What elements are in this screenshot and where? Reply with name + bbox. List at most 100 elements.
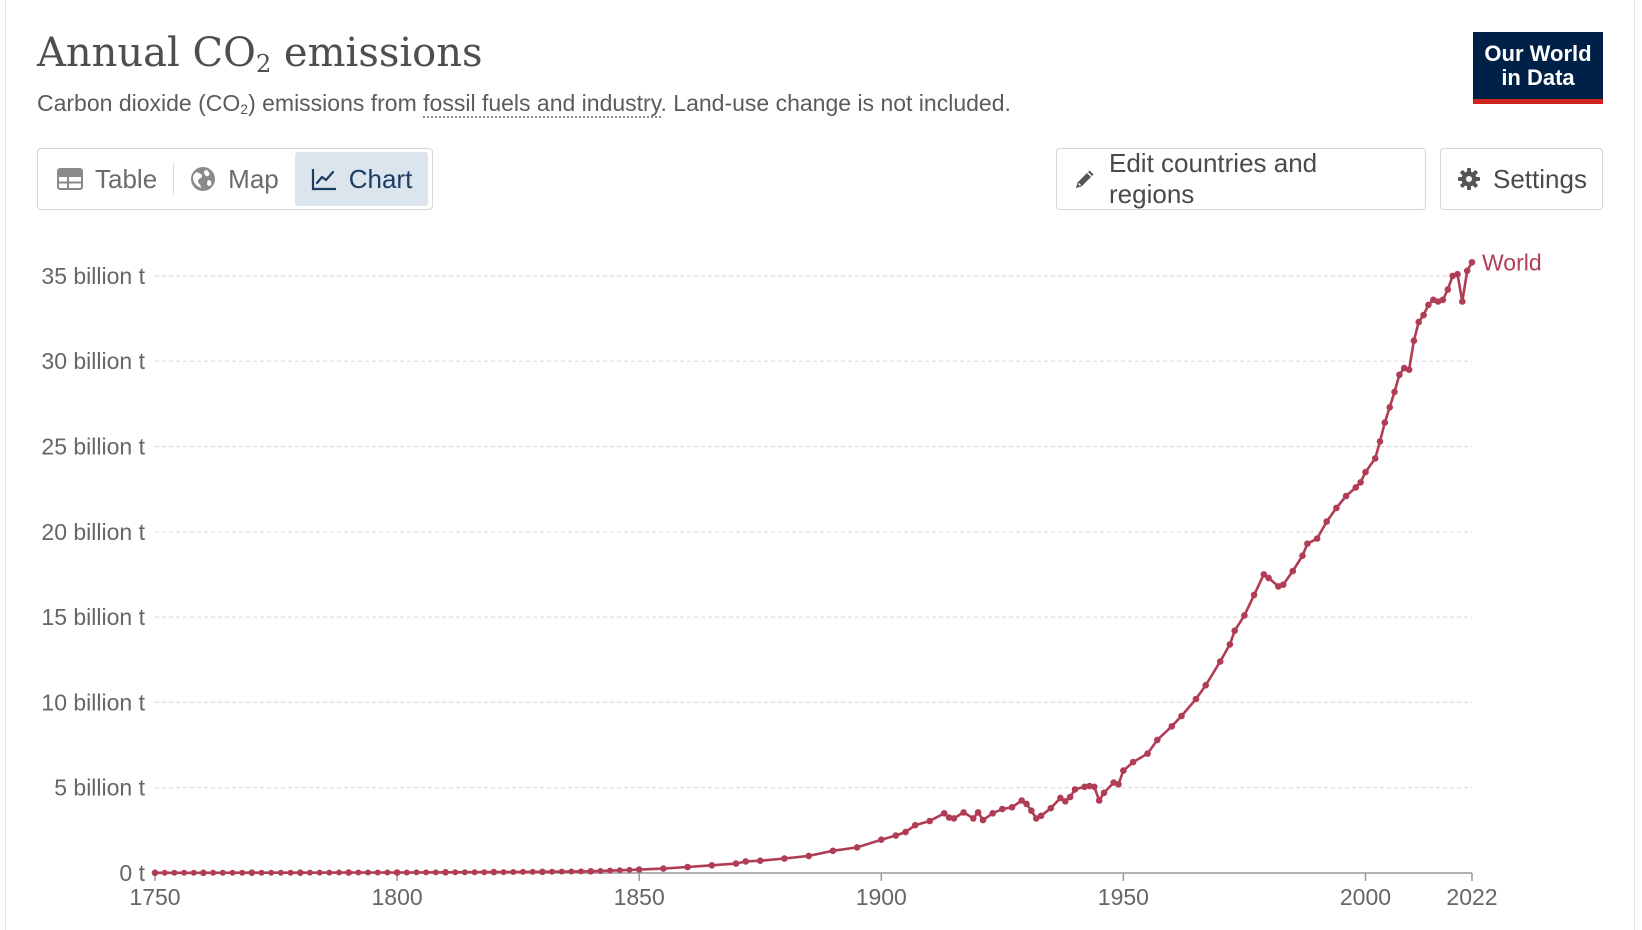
data-point — [1144, 750, 1151, 757]
data-point — [940, 810, 948, 817]
data-point — [365, 869, 371, 876]
data-point — [355, 869, 362, 876]
page-title: Annual CO2 emissions — [37, 30, 483, 78]
y-tick-label: 25 billion t — [41, 434, 145, 460]
data-point — [1018, 797, 1025, 804]
data-point — [1463, 267, 1471, 275]
data-point — [974, 809, 982, 816]
data-point — [190, 869, 197, 876]
owid-logo[interactable]: Our World in Data — [1473, 32, 1603, 104]
data-point — [1405, 366, 1413, 373]
data-point — [539, 868, 546, 875]
data-point — [1376, 438, 1384, 445]
data-point — [181, 869, 188, 876]
y-tick-label: 35 billion t — [41, 263, 145, 289]
series-label-world: World — [1482, 249, 1542, 275]
data-point — [403, 869, 410, 876]
globe-icon — [191, 167, 216, 191]
data-point — [989, 810, 996, 817]
data-point — [1396, 371, 1403, 379]
data-point — [587, 868, 594, 875]
data-point — [950, 815, 958, 822]
data-point — [1454, 270, 1461, 278]
data-point — [1410, 337, 1418, 344]
data-point — [258, 869, 265, 876]
data-point — [1037, 812, 1045, 820]
data-point — [1032, 815, 1040, 822]
y-axis: 0 t 5 billion t 10 billion t 15 billion t 20… — [41, 263, 145, 886]
data-point — [829, 847, 837, 855]
series-world[interactable]: World — [151, 249, 1542, 877]
data-point — [597, 868, 604, 874]
data-point — [239, 869, 246, 876]
data-point — [1081, 783, 1088, 791]
data-point — [1439, 296, 1447, 304]
tab-chart[interactable]: Chart — [294, 152, 429, 206]
data-point — [979, 816, 987, 824]
data-point — [1352, 484, 1360, 491]
data-point — [1250, 591, 1258, 599]
data-point — [1192, 695, 1200, 703]
data-point — [549, 868, 555, 875]
data-point — [1023, 800, 1030, 808]
tab-separator — [173, 163, 175, 195]
data-point — [635, 866, 643, 873]
data-point — [171, 869, 178, 876]
data-point — [568, 868, 575, 875]
data-point — [297, 869, 304, 876]
data-point — [911, 821, 919, 829]
data-point — [970, 815, 977, 822]
data-point — [1371, 455, 1379, 462]
data-point — [708, 862, 716, 869]
data-point — [268, 869, 275, 876]
y-tick-label: 0 t — [119, 860, 145, 886]
data-point — [1323, 518, 1330, 525]
y-tick-label: 10 billion t — [41, 689, 145, 715]
data-point — [1459, 298, 1466, 305]
x-tick-label: 1850 — [614, 884, 665, 910]
fossil-fuels-link[interactable]: fossil fuels and industry — [423, 90, 661, 118]
table-icon — [57, 168, 83, 190]
data-point — [326, 869, 333, 876]
data-point — [413, 869, 420, 876]
data-point — [1066, 793, 1074, 801]
data-point — [960, 809, 967, 816]
data-point — [1420, 311, 1427, 319]
y-tick-label: 15 billion t — [41, 604, 145, 630]
data-point — [1057, 794, 1064, 802]
data-point — [660, 865, 667, 872]
view-tabs: Table Map Chart — [37, 148, 433, 210]
data-point — [558, 868, 565, 875]
data-point — [742, 858, 749, 865]
data-point — [1100, 789, 1108, 797]
data-point — [878, 836, 885, 843]
data-point — [200, 869, 207, 876]
series-line-world — [155, 261, 1474, 875]
data-point — [1216, 658, 1224, 665]
data-point — [1265, 574, 1272, 582]
data-point — [1231, 627, 1238, 634]
data-point — [1357, 479, 1364, 486]
data-point — [1415, 318, 1422, 326]
data-point — [1154, 736, 1161, 744]
data-point — [999, 805, 1006, 813]
data-point — [892, 832, 900, 839]
data-point — [520, 868, 526, 875]
settings-button[interactable]: Settings — [1440, 148, 1603, 210]
data-point — [1115, 781, 1122, 788]
data-point — [1342, 492, 1350, 500]
x-tick-label: 1900 — [856, 884, 907, 910]
data-point — [432, 869, 439, 876]
tab-map[interactable]: Map — [174, 152, 295, 206]
data-point — [1071, 786, 1079, 793]
data-point — [345, 869, 352, 876]
x-axis: 1750 1800 1850 1900 1950 2000 2022 — [129, 872, 1498, 910]
tab-table[interactable]: Table — [41, 152, 173, 206]
edit-countries-button[interactable]: Edit countries and regions — [1056, 148, 1426, 210]
x-tick-label: 1800 — [372, 884, 423, 910]
data-point — [394, 869, 401, 876]
data-point — [277, 869, 284, 876]
grid — [155, 275, 1472, 789]
data-point — [1028, 807, 1035, 814]
data-point — [306, 869, 313, 876]
